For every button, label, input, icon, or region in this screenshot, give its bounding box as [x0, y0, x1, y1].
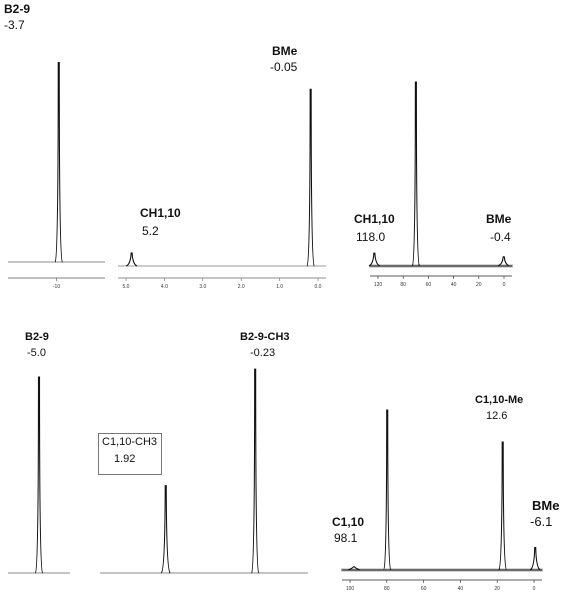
- peak-label-name: BMe: [272, 44, 298, 58]
- peak-label-name: B2-9: [4, 2, 31, 16]
- x-tick-label: 3.0: [199, 284, 206, 290]
- peak-label-value: -0.05: [270, 60, 298, 74]
- x-tick-label: 2.0: [238, 284, 245, 290]
- x-tick-label: 4.0: [161, 284, 168, 290]
- x-tick-label: 0: [503, 282, 506, 288]
- peak-label-name: C1,10-CH3: [102, 436, 158, 448]
- peak-label-name: BMe: [486, 212, 512, 226]
- spectrum-b11-top: B2-9 -3.7 -10: [0, 0, 140, 300]
- peak: [348, 566, 360, 571]
- peak: [411, 81, 420, 267]
- peak-label-name: B2-9: [25, 331, 49, 343]
- peak: [306, 88, 315, 267]
- spectrum-c13-bottom: C1,10-Me 12.6 C1,10 98.1 BMe -6.1 100 80 6…: [320, 380, 566, 602]
- peak-label-value: 5.2: [142, 224, 159, 238]
- x-tick-label: 120: [374, 282, 383, 288]
- x-tick-label: 1.0: [276, 284, 283, 290]
- peak-label-name: C1,10-Me: [475, 394, 524, 406]
- x-tick-label: 60: [426, 282, 432, 288]
- peak-label-value: 98.1: [334, 531, 358, 545]
- peak-label-name: B2-9-CH3: [240, 331, 290, 343]
- peak-label-value: 12.6: [486, 410, 508, 422]
- peak-label-name: BMe: [532, 498, 560, 513]
- peak-label-value: -3.7: [4, 18, 25, 32]
- peak: [34, 376, 44, 574]
- label-box: [98, 433, 162, 475]
- spectrum-plot: 100 80 60 40 20 0: [341, 409, 543, 592]
- peak: [160, 485, 171, 574]
- peak-label-value: -0.4: [490, 230, 511, 244]
- spectrum-plot: [100, 368, 308, 574]
- peak: [54, 61, 63, 263]
- x-tick-label: 100: [346, 586, 355, 592]
- spectrum-plot: 120 80 60 40 20 0: [368, 81, 513, 288]
- spectrum-plot: -10: [8, 61, 105, 290]
- spectrum-plot: 5.0 4.0 3.0 2.0 1.0 0.0: [118, 88, 326, 290]
- x-tick-label: 40: [458, 586, 464, 592]
- peak-label-value: -6.1: [530, 514, 553, 529]
- peak: [529, 547, 541, 571]
- x-tick-label: 5.0: [123, 284, 130, 290]
- peak-label-name: CH1,10: [140, 206, 181, 220]
- peak: [368, 252, 381, 267]
- peak: [498, 441, 508, 571]
- peak-label-value: 1.92: [114, 453, 136, 465]
- spectrum-plot: [8, 376, 70, 574]
- x-tick-label: -10: [53, 284, 60, 290]
- peak: [497, 256, 510, 267]
- spectrum-h1-top: BMe -0.05 CH1,10 5.2 5.0 4.0 3.0 2.0 1.0 0.0: [110, 40, 330, 310]
- peak: [126, 252, 138, 267]
- x-tick-label: 20: [494, 586, 500, 592]
- peak-label-name: CH1,10: [354, 212, 395, 226]
- x-tick-label: 20: [476, 282, 482, 288]
- x-tick-label: 40: [451, 282, 457, 288]
- x-tick-label: 0.0: [315, 284, 322, 290]
- x-tick-label: 80: [384, 586, 390, 592]
- peak: [383, 409, 392, 571]
- peak-label-value: 118.0: [356, 230, 386, 244]
- peak-label-value: -0.23: [250, 347, 276, 359]
- x-tick-label: 80: [400, 282, 406, 288]
- peak: [250, 368, 260, 574]
- x-tick-label: 0: [533, 586, 536, 592]
- spectrum-b11-bottom: B2-9 -5.0: [0, 325, 90, 585]
- spectrum-c13-top: CH1,10 118.0 BMe -0.4 120 80 60 40 20 0: [340, 70, 530, 300]
- peak-label-value: -5.0: [27, 347, 46, 359]
- x-tick-label: 60: [421, 586, 427, 592]
- spectrum-h1-bottom: C1,10-CH3 1.92 B2-9-CH3 -0.23: [90, 325, 320, 585]
- peak-label-name: C1,10: [332, 515, 365, 529]
